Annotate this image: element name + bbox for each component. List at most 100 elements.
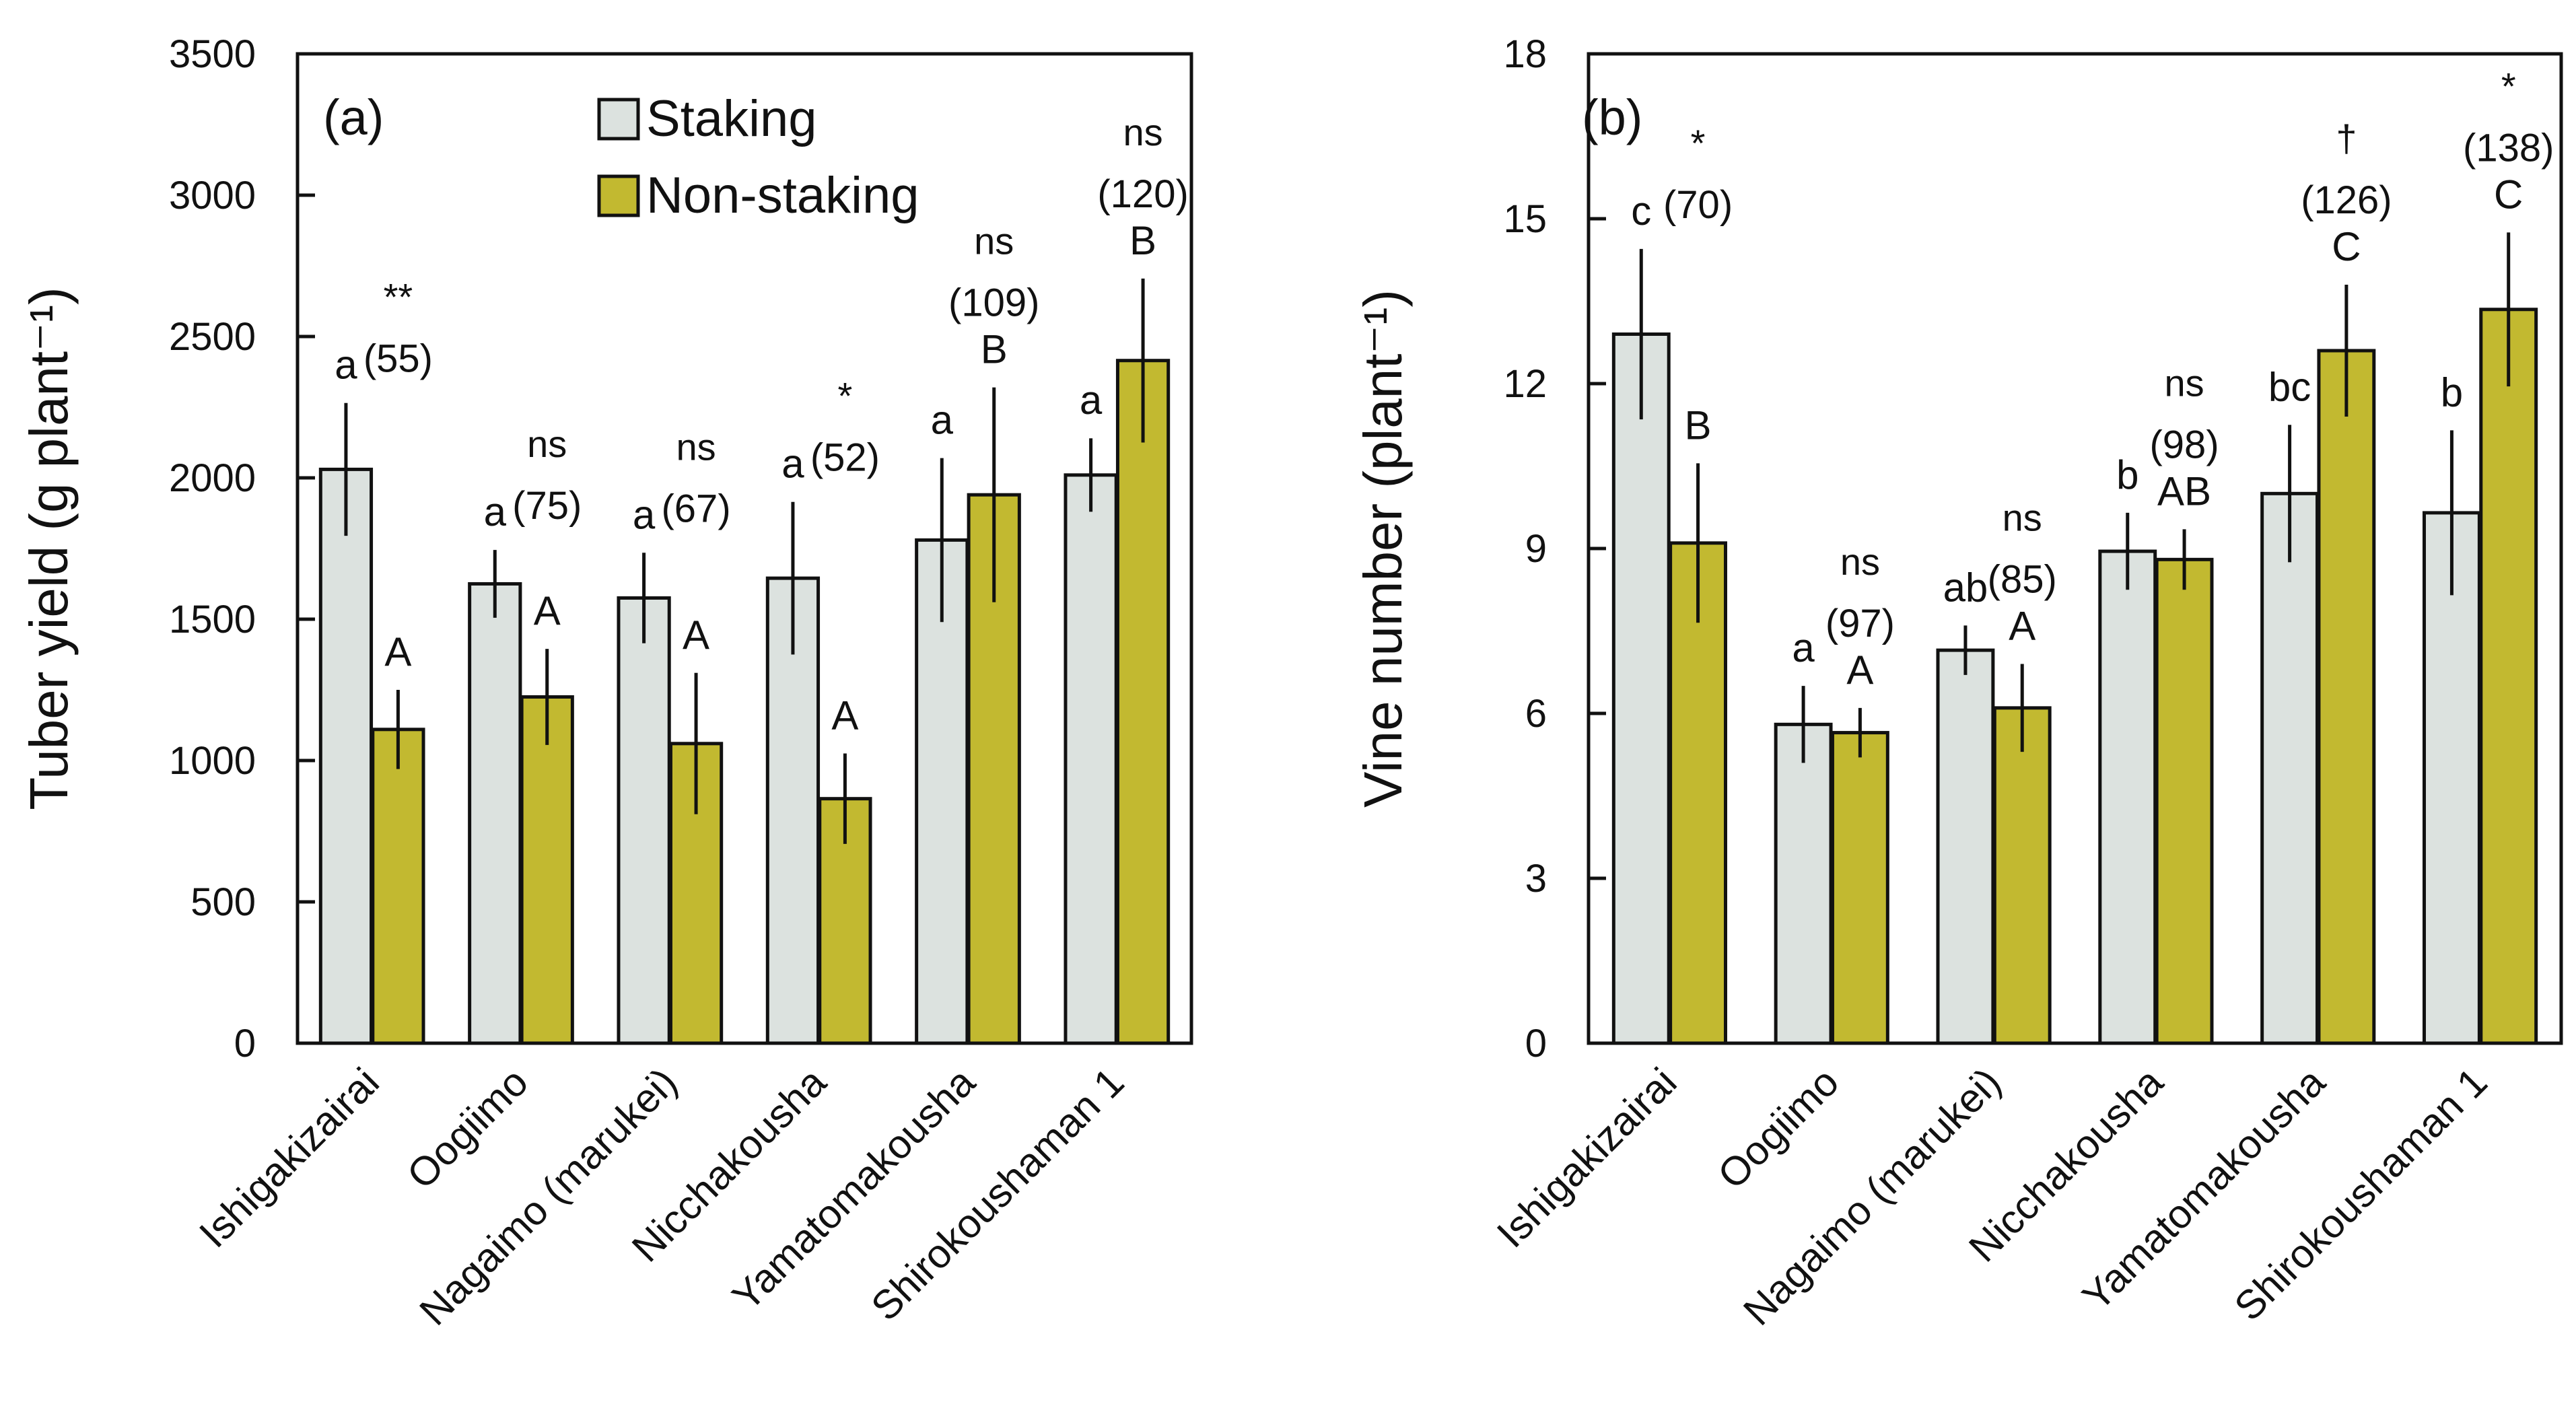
bar-staking — [318, 467, 374, 1045]
bar-group: a A (67) ns — [617, 425, 731, 1045]
percent-label: (85) — [1988, 558, 2057, 602]
significance-label: ns — [2003, 497, 2042, 539]
percent-label: (75) — [512, 484, 582, 528]
letter-staking: a — [484, 489, 507, 534]
letter-staking: a — [931, 398, 954, 443]
percent-label: (52) — [810, 436, 880, 480]
bar-group: a A (75) ns — [468, 423, 582, 1045]
y-axis-title: Vine number (plant⁻¹) — [1353, 289, 1413, 808]
significance-label: ns — [974, 220, 1014, 262]
plot-frame — [1587, 52, 2563, 1045]
percent-label: (138) — [2463, 126, 2554, 170]
significance-label: ns — [1123, 111, 1162, 153]
bar-staking — [1774, 722, 1833, 1045]
bar-group: a A (52) * — [765, 375, 880, 1045]
y-axis-title: Tuber yield (g plant⁻¹) — [19, 287, 79, 810]
percent-label: (98) — [2149, 423, 2219, 466]
y-tick-label: 12 — [1503, 362, 1547, 406]
category-label: Oogiimo — [1709, 1059, 1847, 1197]
letter-staking: a — [335, 343, 357, 388]
letter-non-staking: C — [2494, 172, 2523, 217]
panel-label: (b) — [1582, 90, 1642, 145]
bar-group: a A(97) ns — [1774, 540, 1895, 1045]
bar-staking — [2422, 511, 2481, 1045]
letter-non-staking: A — [534, 588, 561, 633]
bar-staking — [2098, 549, 2157, 1045]
panel-label: (a) — [323, 90, 384, 145]
y-tick-label: 1500 — [169, 598, 256, 641]
y-tick-label: 6 — [1525, 692, 1547, 736]
letter-staking: a — [633, 492, 656, 537]
bar-staking — [2260, 491, 2320, 1045]
y-tick-label: 2000 — [169, 456, 256, 500]
bar-non-staking — [2479, 308, 2538, 1045]
category-label: Shirokoushaman 1 — [862, 1059, 1132, 1329]
category-label: Ishigakizairai — [1488, 1059, 1685, 1257]
legend: Staking Non-staking — [597, 90, 919, 224]
letter-staking: b — [2441, 369, 2463, 415]
bar-non-staking — [2317, 349, 2376, 1045]
letter-staking: c — [1631, 188, 1651, 234]
bar-group: a A (55) ** — [318, 276, 433, 1045]
bar-non-staking — [371, 728, 425, 1045]
bar-group: b AB(98) ns — [2098, 361, 2219, 1045]
letter-non-staking: AB — [2157, 468, 2211, 514]
letter-staking: b — [2116, 452, 2138, 497]
letter-staking: a — [781, 442, 804, 487]
chart-panel-b: 0 3 6 9 12 15 18 Vine number (plant⁻¹) (b) c B (70)… — [1353, 32, 2563, 1334]
bar-staking — [1064, 473, 1118, 1045]
bar-non-staking — [1115, 359, 1171, 1045]
y-tick-label: 15 — [1503, 197, 1547, 241]
bar-staking — [915, 538, 969, 1045]
y-tick-label: 0 — [234, 1022, 256, 1065]
y-tick-label: 3 — [1525, 857, 1547, 901]
bar-non-staking — [1992, 706, 2052, 1045]
percent-label: (55) — [363, 337, 433, 381]
letter-non-staking: A — [683, 612, 709, 658]
significance-label: * — [2501, 65, 2516, 107]
letter-non-staking: B — [1685, 402, 1712, 448]
bar-staking — [468, 582, 522, 1045]
letter-staking: bc — [2268, 364, 2311, 409]
significance-label: * — [838, 375, 853, 417]
letter-staking: a — [1080, 378, 1103, 423]
y-tick-label: 2500 — [169, 315, 256, 359]
letter-non-staking: C — [2332, 224, 2361, 269]
letter-non-staking: A — [1846, 647, 1873, 693]
significance-label: ns — [1840, 540, 1880, 583]
y-tick-label: 9 — [1525, 527, 1547, 571]
bar-non-staking — [1669, 541, 1728, 1045]
y-tick-label: 3000 — [169, 174, 256, 217]
bar-non-staking — [1830, 731, 1889, 1045]
letter-non-staking: B — [981, 327, 1008, 372]
percent-label: (97) — [1825, 602, 1895, 645]
bar-group: c B (70) * — [1611, 122, 1733, 1045]
significance-label: * — [1691, 122, 1706, 164]
bar-non-staking — [2155, 557, 2214, 1045]
percent-label: (126) — [2301, 178, 2392, 222]
category-label: Oogiimo — [398, 1059, 536, 1197]
chart-panel-a: 0 500 1000 1500 2000 2500 3000 3500 Tuber yield … — [19, 32, 1193, 1334]
significance-label: ns — [2164, 361, 2204, 404]
category-label: Ishigakizairai — [190, 1059, 388, 1257]
y-tick-label: 3500 — [169, 32, 256, 76]
y-tick-label: 18 — [1503, 32, 1547, 76]
letter-non-staking: A — [831, 693, 858, 738]
category-label: Nagaimo (marukei) — [411, 1059, 685, 1334]
letter-staking: ab — [1943, 565, 1988, 610]
significance-label: ns — [527, 423, 567, 465]
category-label: Yamatomakousha — [724, 1059, 984, 1319]
significance-label: ns — [676, 425, 716, 468]
plot-frame — [295, 52, 1193, 1045]
legend-label-staking: Staking — [646, 90, 817, 147]
legend-swatch-non-staking — [597, 174, 640, 217]
legend-swatch-staking — [597, 98, 640, 141]
significance-label: † — [2336, 117, 2357, 160]
bar-staking — [1611, 332, 1671, 1045]
bar-group: aB(109) ns — [915, 220, 1039, 1045]
legend-label-non-staking: Non-staking — [646, 167, 919, 224]
bar-staking — [1936, 648, 1995, 1045]
letter-non-staking: B — [1129, 218, 1156, 263]
bar-group: b C(138) * — [2422, 65, 2554, 1045]
